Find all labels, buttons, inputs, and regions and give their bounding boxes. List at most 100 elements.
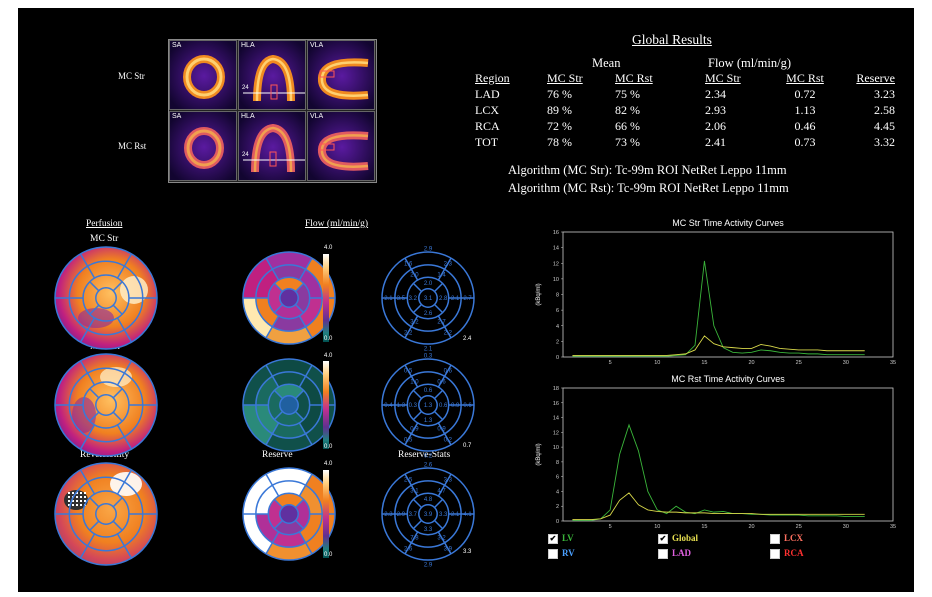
stats-value: 2.9 [397, 512, 406, 518]
legend-lcx[interactable]: LCX [770, 533, 803, 544]
report-screen: MC Str MC Rst SA HLA 24 [18, 8, 914, 592]
col-region: Region [475, 70, 510, 85]
scale-min-3: 0.0 [324, 552, 333, 558]
checkbox-icon[interactable]: ✔ [548, 533, 558, 544]
stats-value: 1.0 [410, 379, 419, 385]
thumb-rst-vla[interactable]: VLA [307, 111, 375, 181]
stats-value: 2.9 [424, 563, 433, 569]
stats-value: 3.5 [397, 296, 406, 302]
checkbox-icon[interactable] [658, 548, 668, 559]
col-mean-str: MC Str [547, 70, 583, 85]
col-reserve: Reserve [856, 70, 895, 85]
series-line-global [572, 335, 865, 356]
stats-value: 0.9 [437, 427, 446, 433]
stats-value: 4.1 [463, 512, 472, 518]
polar-label-str: MC Str [90, 234, 119, 244]
flow-polar-map [242, 467, 336, 561]
thumb-rst-hla[interactable]: HLA 24 [238, 111, 306, 181]
stats-value: 2.1 [424, 347, 433, 353]
y-tick-label: 18 [553, 386, 559, 392]
stats-value: 3.9 [444, 546, 453, 552]
stats-polar-map: 2.32.72.22.22.11.61.42.12.73.23.52.02.02… [381, 246, 475, 353]
y-tick-label: 16 [553, 230, 559, 236]
table-row: RCA 72 % 66 % 2.06 0.46 4.45 [475, 118, 895, 133]
thumb-label: HLA [241, 42, 255, 49]
stats-value: 0.6 [424, 388, 433, 394]
stats-total-str: 2.4 [463, 336, 472, 342]
y-tick-label: 10 [553, 445, 559, 451]
y-tick-label: 4 [556, 489, 559, 495]
x-tick-label: 30 [843, 524, 849, 530]
stats-value: 2.6 [424, 462, 433, 468]
y-axis-label: (kBq/ml) [536, 283, 542, 305]
stats-total-reserve: 3.3 [463, 549, 472, 555]
stats-value: 0.6 [439, 403, 448, 409]
x-tick-label: 10 [654, 524, 660, 530]
stats-value: 2.0 [410, 272, 419, 278]
thumb-label: VLA [310, 42, 324, 49]
legend-rca[interactable]: RCA [770, 548, 804, 559]
stats-value: 0.2 [444, 437, 453, 443]
stats-value: 2.3 [384, 512, 393, 518]
stats-value: 0.9 [451, 403, 460, 409]
x-tick-label: 15 [701, 360, 707, 366]
thumb-rst-sa[interactable]: SA [169, 111, 237, 181]
checkbox-icon[interactable] [548, 548, 558, 559]
slice-number: 24 [242, 152, 249, 158]
polar-maps: 2.32.72.22.22.11.61.42.12.73.23.52.02.02… [54, 246, 475, 569]
plot-frame [562, 387, 894, 522]
stats-value: 3.3 [439, 512, 448, 518]
stats-value: 0.9 [410, 427, 419, 433]
scale-min-1: 0.0 [324, 336, 333, 342]
stats-value: 0.5 [404, 437, 413, 443]
stats-value: 2.6 [424, 311, 433, 317]
stats-value: 3.9 [424, 512, 433, 518]
stats-value: 3.2 [437, 536, 446, 542]
y-tick-label: 0 [556, 519, 559, 525]
stats-value: 2.6 [404, 546, 413, 552]
y-tick-label: 8 [556, 293, 559, 299]
scale-min-2: 0.0 [324, 444, 333, 450]
group-mean-label: Mean [592, 56, 621, 70]
y-tick-label: 6 [556, 475, 559, 481]
global-results-title: Global Results [632, 32, 712, 47]
checkbox-icon[interactable] [770, 533, 780, 544]
chart-str-tac: MC Str Time Activity Curves 0 2 4 6 8 10 12 14 16… [536, 218, 896, 366]
legend-label: RCA [784, 548, 804, 558]
stats-value: 2.5 [404, 478, 413, 484]
stats-value: 3.2 [409, 296, 418, 302]
series-line-lv [572, 260, 865, 357]
x-tick-label: 25 [796, 360, 802, 366]
checkbox-icon[interactable] [770, 548, 780, 559]
polar-label-reserve: Reserve [262, 450, 293, 460]
thumb-row-label-rst: MC Rst [118, 141, 147, 151]
perfusion-title: Perfusion [86, 219, 123, 229]
perfusion-polar-map [54, 246, 158, 350]
x-tick-label: 20 [749, 524, 755, 530]
stats-polar-map: 0.60.60.20.50.40.50.60.90.90.91.31.00.60… [381, 353, 475, 460]
legend-global[interactable]: ✔ Global [658, 533, 698, 544]
checkbox-icon[interactable]: ✔ [658, 533, 668, 544]
stats-value: 3.1 [410, 488, 419, 494]
thumb-str-hla[interactable]: HLA 24 [238, 40, 306, 110]
perfusion-polar-map [54, 353, 158, 457]
x-tick-label: 5 [609, 524, 612, 530]
x-tick-label: 35 [890, 360, 896, 366]
legend-lv[interactable]: ✔ LV [548, 533, 574, 544]
legend-rv[interactable]: RV [548, 548, 575, 559]
stats-polar-map: 3.3 4.1 3.9 2.6 2.3 2.5 4.7 2.1 3.2 7.8 2.9 3.1 4.8 3… [381, 462, 475, 569]
stats-value: 0.3 [409, 403, 418, 409]
thumb-str-sa[interactable]: SA [169, 40, 237, 110]
scale-max-2: 4.0 [324, 353, 333, 359]
stats-value: 4.8 [424, 497, 433, 503]
x-tick-label: 20 [749, 360, 755, 366]
thumb-label: SA [172, 113, 182, 120]
thumb-str-vla[interactable]: VLA [307, 40, 375, 110]
legend-lad[interactable]: LAD [658, 548, 691, 559]
stats-value: 2.0 [424, 281, 433, 287]
stats-value: 2.1 [384, 296, 393, 302]
x-tick-label: 10 [654, 360, 660, 366]
legend-label: LAD [672, 548, 692, 558]
y-tick-label: 12 [553, 261, 559, 267]
hla-image: 24 [239, 112, 305, 180]
